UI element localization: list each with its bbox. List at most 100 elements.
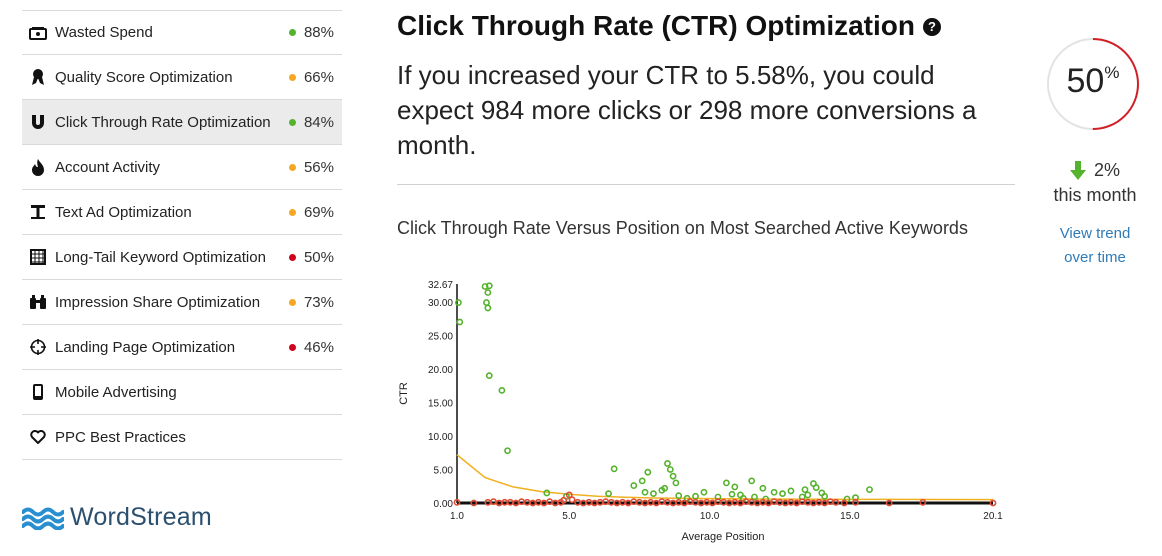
data-point [661, 484, 669, 492]
sidebar-item-click-through-rate-optimization[interactable]: Click Through Rate Optimization 84% [22, 100, 342, 145]
sidebar-item-label: Wasted Spend [55, 24, 153, 41]
trend-change-value: 2% [1093, 160, 1120, 180]
data-point [484, 304, 492, 312]
data-point [565, 491, 573, 499]
sidebar-item-label: Account Activity [55, 158, 161, 176]
status-dot [288, 298, 296, 306]
data-point [485, 372, 493, 380]
data-point [470, 499, 478, 507]
trend-change: 2% [1030, 160, 1160, 181]
y-tick-label: 32.67 [428, 280, 453, 291]
sidebar-item-text-ad-optimization[interactable]: Text Ad Optimization 69% [22, 190, 342, 235]
score-text: 66% [303, 68, 334, 86]
sidebar-item-account-activity[interactable]: Account Activity 56% [22, 145, 342, 190]
data-point [669, 472, 677, 480]
data-point [483, 299, 490, 306]
data-point [485, 282, 493, 290]
data-point [737, 491, 744, 499]
status-dot [288, 73, 296, 81]
data-point [504, 447, 511, 455]
sidebar-item-label: Mobile Advertising [55, 383, 177, 401]
data-point [605, 490, 612, 498]
x-tick-label: 15.0 [840, 511, 860, 522]
magnet-icon [28, 113, 48, 131]
data-point [630, 482, 638, 489]
arrow-down-icon [1069, 160, 1086, 180]
sidebar-item-label: Quality Score Optimization [55, 68, 233, 86]
y-axis-label: CTR [398, 382, 410, 405]
sidebar-item-score: 69% [288, 203, 334, 221]
x-tick-label: 10.0 [700, 511, 720, 522]
sidebar-item-long-tail-keyword-optimization[interactable]: Long-Tail Keyword Optimization 50% [22, 235, 342, 280]
data-point [672, 479, 680, 487]
ribbon-icon [28, 68, 48, 86]
score-text: 69% [303, 203, 334, 221]
data-point [919, 498, 927, 506]
sidebar-nav: Wasted Spend 88% Quality Score Optimizatio… [22, 10, 342, 460]
score-text: 84% [303, 113, 334, 131]
logo-text: WordStream [70, 503, 212, 531]
sidebar-item-score: 84% [288, 113, 334, 131]
x-tick-label: 20.1 [983, 511, 1003, 522]
page-title: Click Through Rate (CTR) Optimization? [397, 10, 941, 42]
sidebar-item-score: 50% [288, 248, 334, 266]
flame-icon [28, 158, 48, 176]
data-point [852, 498, 859, 506]
data-point [666, 466, 674, 473]
sidebar-item-label: Click Through Rate Optimization [55, 113, 271, 131]
sidebar-item-impression-share-optimization[interactable]: Impression Share Optimization 73% [22, 280, 342, 325]
binoculars-icon [28, 293, 48, 311]
summary-text: If you increased your CTR to 5.58%, you … [397, 60, 977, 160]
data-point [821, 492, 829, 500]
sidebar-item-score: 88% [288, 24, 334, 41]
data-point [453, 498, 461, 506]
y-tick-label: 5.00 [434, 465, 454, 476]
sidebar-item-label: Impression Share Optimization [55, 293, 261, 311]
view-trend-link[interactable]: View trend over time [1059, 225, 1131, 266]
data-point [610, 465, 618, 473]
sidebar-item-ppc-best-practices[interactable]: PPC Best Practices [22, 415, 342, 460]
data-point [779, 490, 786, 498]
data-point [770, 488, 778, 496]
page-title-text: Click Through Rate (CTR) Optimization [397, 10, 915, 41]
x-axis-label: Average Position [682, 531, 765, 543]
score-text: 50% [303, 248, 334, 266]
score-gauge-arc [1047, 38, 1139, 130]
trend-panel: 2% this month View trend over time [1030, 160, 1160, 270]
data-point [731, 483, 739, 491]
data-point [723, 479, 730, 487]
y-tick-label: 25.00 [428, 331, 453, 342]
wordstream-logo[interactable]: WordStream [22, 503, 212, 532]
data-point [650, 490, 657, 498]
sidebar-item-wasted-spend[interactable]: Wasted Spend 88% [22, 10, 342, 55]
sidebar-item-quality-score-optimization[interactable]: Quality Score Optimization 66% [22, 55, 342, 100]
trend-period: this month [1053, 185, 1137, 205]
score-unit: % [1104, 63, 1120, 82]
x-tick-label: 1.0 [450, 511, 464, 522]
sidebar-item-mobile-advertising[interactable]: Mobile Advertising [22, 370, 342, 415]
sidebar-item-landing-page-optimization[interactable]: Landing Page Optimization 46% [22, 325, 342, 370]
data-point [675, 492, 683, 500]
data-point [700, 488, 708, 496]
score-value: 50% [1046, 62, 1140, 101]
target-icon [28, 338, 48, 356]
help-icon[interactable]: ? [923, 18, 941, 36]
sidebar-item-score: 66% [288, 68, 334, 86]
sidebar-item-label: Long-Tail Keyword Optimization [55, 248, 266, 266]
data-point [866, 486, 873, 493]
data-point [644, 468, 652, 476]
status-dot [288, 343, 296, 351]
data-point [748, 477, 756, 485]
data-point [832, 498, 840, 506]
status-dot [288, 163, 296, 171]
mobile-icon [28, 383, 48, 401]
data-point [641, 488, 649, 496]
data-point [759, 484, 767, 492]
y-tick-label: 30.00 [428, 298, 453, 309]
score-number: 50 [1066, 62, 1105, 100]
data-point [812, 484, 820, 491]
data-point [568, 496, 576, 504]
data-point [989, 499, 997, 507]
data-point [638, 477, 646, 485]
score-text: 46% [303, 338, 334, 356]
